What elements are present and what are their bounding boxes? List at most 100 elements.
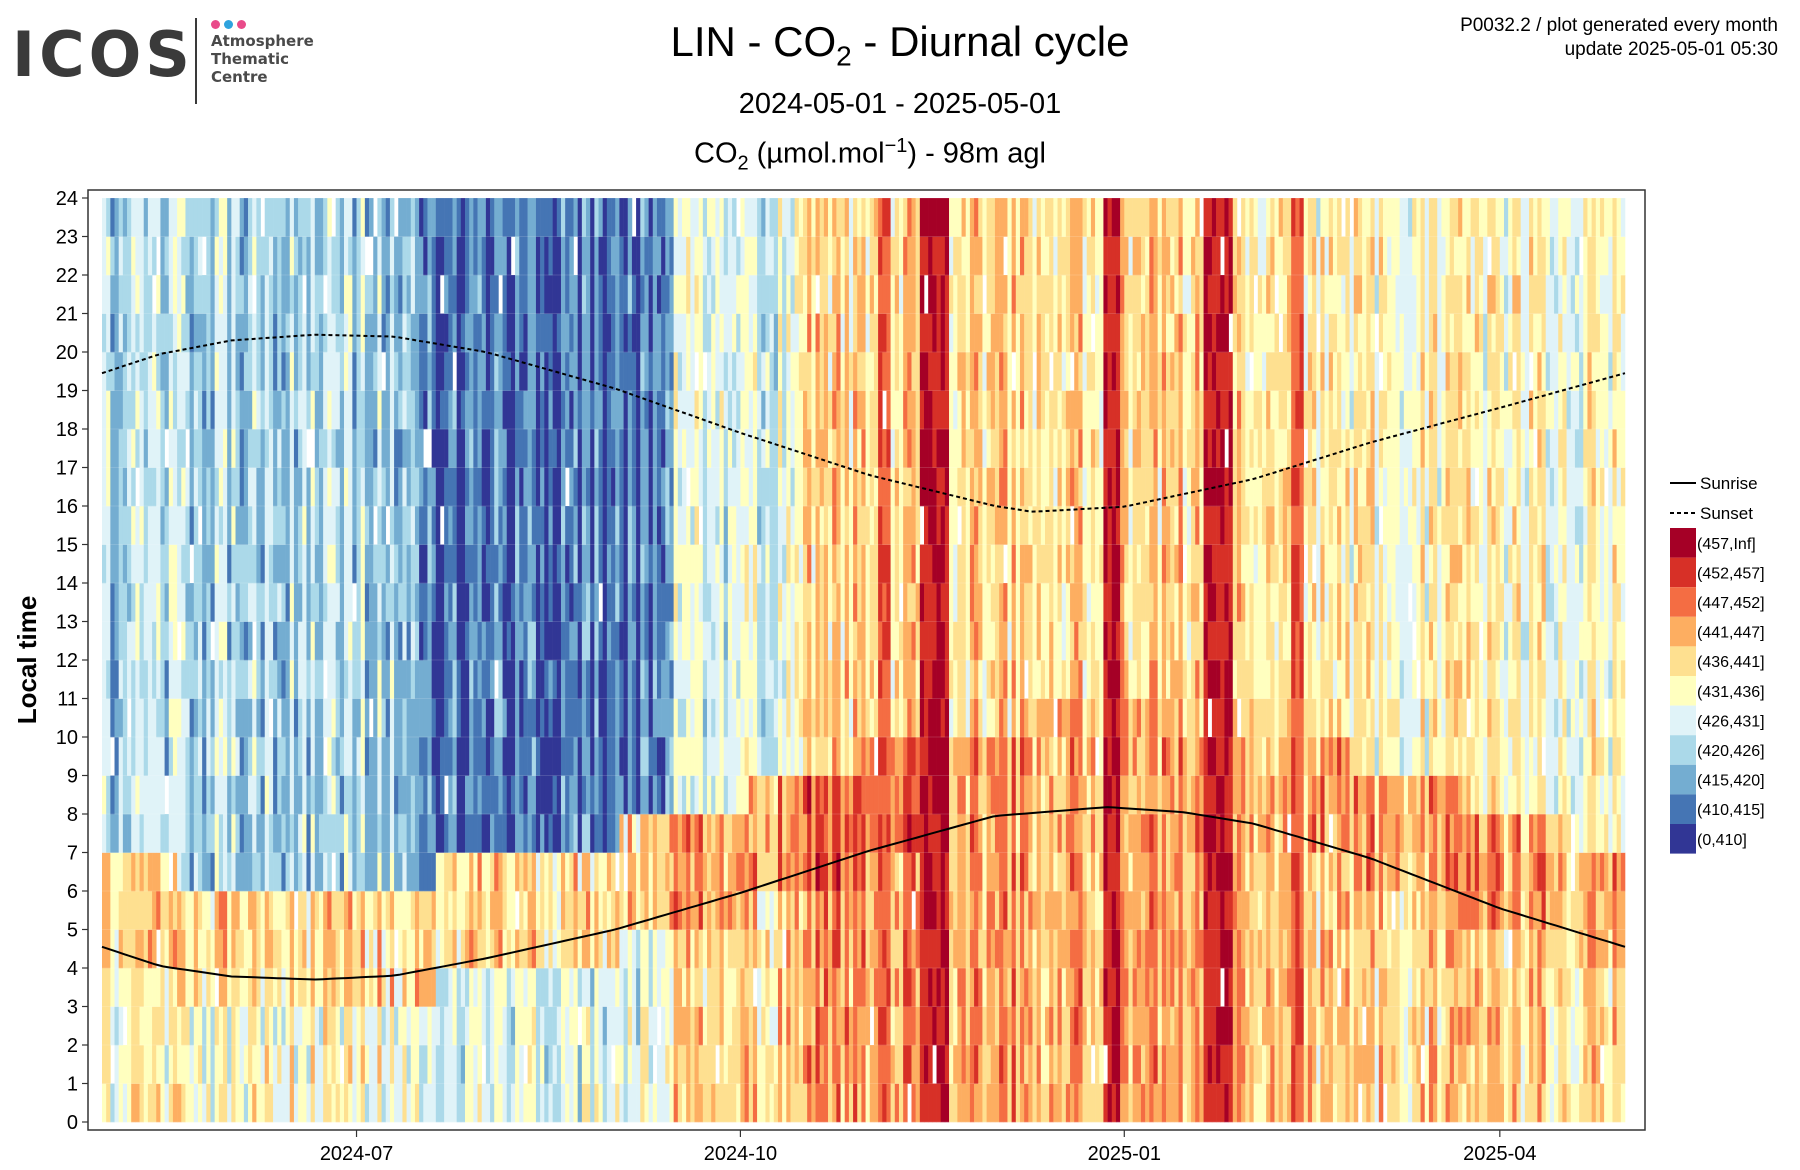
heatmap-cell	[527, 1006, 533, 1046]
heatmap-cell	[293, 621, 299, 661]
heatmap-cell	[669, 313, 674, 353]
heatmap-cell	[122, 775, 128, 815]
heatmap-cell	[306, 737, 311, 776]
heatmap-cell	[389, 698, 395, 738]
heatmap-cell	[327, 1083, 332, 1123]
heatmap-cell	[385, 852, 391, 892]
heatmap-cell	[515, 313, 520, 353]
heatmap-cell	[243, 236, 249, 276]
heatmap-cell	[853, 1083, 858, 1123]
heatmap-cell	[189, 352, 195, 391]
heatmap-cell	[752, 1006, 758, 1046]
heatmap-cell	[485, 852, 491, 892]
heatmap-cell	[131, 198, 136, 237]
heatmap-cell	[456, 544, 462, 584]
heatmap-cell	[786, 352, 791, 391]
heatmap-cell	[143, 852, 149, 892]
heatmap-cell	[807, 275, 812, 314]
heatmap-cell	[581, 660, 587, 699]
heatmap-cell	[936, 429, 941, 468]
heatmap-cell	[114, 814, 119, 853]
heatmap-cell	[915, 506, 921, 545]
heatmap-cell	[122, 968, 128, 1007]
heatmap-cell	[369, 429, 374, 468]
heatmap-cell	[769, 852, 775, 892]
heatmap-cell	[193, 352, 199, 391]
heatmap-cell	[377, 852, 382, 892]
heatmap-cell	[898, 467, 904, 507]
heatmap-cell	[214, 891, 220, 930]
heatmap-cell	[210, 467, 215, 507]
heatmap-cell	[794, 429, 800, 468]
heatmap-cell	[686, 544, 691, 584]
heatmap-cell	[636, 660, 641, 699]
heatmap-cell	[206, 390, 211, 430]
heatmap-cell	[506, 1083, 512, 1123]
heatmap-cell	[803, 275, 808, 314]
heatmap-cell	[402, 1006, 407, 1046]
heatmap-cell	[402, 698, 407, 738]
heatmap-cell	[385, 891, 391, 930]
heatmap-cell	[118, 852, 124, 892]
heatmap-cell	[465, 929, 470, 969]
heatmap-cell	[327, 1045, 332, 1084]
heatmap-cell	[548, 583, 553, 622]
heatmap-cell	[369, 198, 374, 237]
heatmap-cell	[469, 1045, 474, 1084]
heatmap-cell	[385, 698, 391, 738]
heatmap-cell	[256, 275, 261, 314]
heatmap-cell	[306, 544, 311, 584]
heatmap-cell	[373, 660, 378, 699]
heatmap-cell	[631, 775, 637, 815]
heatmap-cell	[302, 1006, 307, 1046]
heatmap-cell	[648, 390, 654, 430]
heatmap-cell	[777, 429, 783, 468]
heatmap-cell	[285, 929, 291, 969]
heatmap-cell	[556, 929, 562, 969]
heatmap-cell	[798, 698, 804, 738]
heatmap-cell	[565, 1045, 570, 1084]
heatmap-cell	[644, 660, 649, 699]
heatmap-cell	[978, 929, 983, 969]
heatmap-cell	[957, 891, 962, 930]
heatmap-cell	[740, 929, 745, 969]
heatmap-cell	[264, 506, 270, 545]
heatmap-cell	[318, 467, 324, 507]
heatmap-cell	[744, 621, 750, 661]
heatmap-cell	[364, 467, 370, 507]
heatmap-cell	[698, 621, 704, 661]
heatmap-cell	[681, 352, 687, 391]
heatmap-cell	[485, 698, 491, 738]
heatmap-cell	[181, 352, 186, 391]
heatmap-cell	[243, 660, 249, 699]
heatmap-cell	[928, 737, 933, 776]
heatmap-cell	[878, 583, 883, 622]
heatmap-cell	[444, 1045, 449, 1084]
heatmap-cell	[452, 737, 457, 776]
heatmap-cell	[932, 891, 937, 930]
heatmap-cell	[356, 352, 361, 391]
heatmap-cell	[498, 583, 503, 622]
heatmap-cell	[344, 506, 349, 545]
heatmap-cell	[197, 429, 203, 468]
heatmap-cell	[127, 1083, 132, 1123]
heatmap-cell	[544, 544, 549, 584]
heatmap-cell	[494, 583, 499, 622]
heatmap-cell	[394, 737, 399, 776]
heatmap-cell	[828, 313, 833, 353]
heatmap-cell	[231, 467, 236, 507]
heatmap-cell	[469, 275, 474, 314]
heatmap-cell	[181, 275, 186, 314]
heatmap-cell	[924, 467, 929, 507]
heatmap-cell	[577, 814, 583, 853]
heatmap-cell	[314, 313, 320, 353]
heatmap-cell	[803, 737, 808, 776]
heatmap-cell	[732, 621, 737, 661]
heatmap-cell	[419, 1045, 424, 1084]
heatmap-cell	[206, 814, 211, 853]
heatmap-cell	[177, 852, 182, 892]
heatmap-cell	[377, 390, 382, 430]
heatmap-cell	[965, 621, 971, 661]
heatmap-cell	[160, 198, 165, 237]
heatmap-cell	[168, 698, 174, 738]
